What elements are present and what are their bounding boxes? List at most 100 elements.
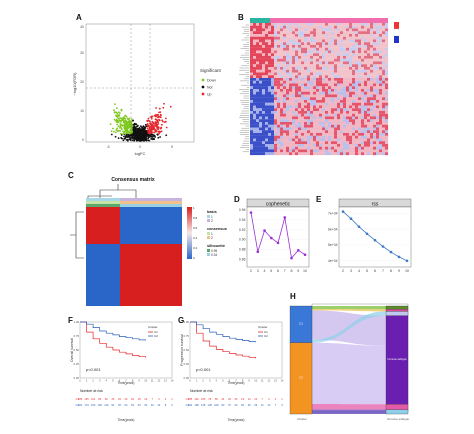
heatmap-cell [265, 78, 269, 81]
heatmap-cell [271, 83, 275, 87]
heatmap-cell [370, 36, 374, 40]
heatmap-cell [301, 58, 305, 62]
volcano-point [157, 123, 160, 125]
heatmap-cell [334, 141, 338, 145]
consensus-legend-silhouette-swatch-a [207, 249, 210, 252]
heatmap-cell [271, 39, 275, 43]
heatmap-cell [307, 58, 311, 62]
volcano-point [145, 137, 147, 140]
heatmap-cell [352, 56, 356, 59]
heatmap-cell [376, 130, 380, 134]
heatmap-cell [250, 83, 254, 87]
heatmap-cell [286, 119, 290, 123]
heatmap-cell [349, 105, 353, 109]
heatmap-cell [382, 83, 386, 87]
heatmap-cell [364, 130, 368, 134]
heatmap-cell [256, 50, 260, 54]
heatmap-cell [370, 83, 374, 87]
heatmap-cell [349, 69, 353, 73]
heatmap-cell [349, 86, 353, 90]
heatmap-cell [268, 28, 272, 32]
heatmap-cell [292, 130, 296, 134]
heatmap-cell [331, 100, 335, 103]
heatmap-cell [307, 116, 311, 120]
heatmap-cell [364, 50, 368, 54]
heatmap-cell [346, 113, 350, 117]
heatmap-cell [301, 42, 305, 46]
heatmap-cell [376, 102, 380, 106]
heatmap-cell [280, 124, 284, 128]
heatmap-cell [340, 141, 344, 145]
heatmap-cell [376, 34, 380, 37]
heatmap-cell [280, 122, 284, 125]
heatmap-cell [358, 149, 362, 153]
heatmap-cell [376, 111, 380, 114]
heatmap-cell [328, 80, 332, 84]
heatmap-cell [364, 116, 368, 120]
heatmap-cell [313, 42, 317, 46]
heatmap-cell [259, 69, 263, 73]
heatmap-cell [346, 149, 350, 153]
heatmap-cell [373, 56, 377, 59]
heatmap-cell [382, 80, 386, 84]
heatmap-cell [301, 94, 305, 98]
heatmap-cell [307, 138, 311, 142]
heatmap-cell [322, 75, 326, 79]
heatmap-cell [334, 75, 338, 79]
heatmap-cell [376, 53, 380, 57]
heatmap-cell [358, 133, 362, 136]
heatmap-cell [289, 141, 293, 145]
volcano-point [139, 128, 141, 131]
heatmap-cell [274, 91, 278, 95]
heatmap-cell [298, 23, 302, 26]
heatmap-cell [334, 61, 338, 65]
km-progression-pvalue: p<0.001 [196, 367, 211, 372]
heatmap-cell [259, 61, 263, 65]
heatmap-cell [346, 94, 350, 98]
km-progression-risk-group: C2 [186, 403, 190, 407]
heatmap-cell [271, 149, 275, 153]
heatmap-cell [289, 108, 293, 112]
heatmap-cell [307, 141, 311, 145]
heatmap-cell [256, 141, 260, 145]
heatmap-cell [298, 146, 302, 150]
heatmap-cell [340, 130, 344, 134]
heatmap-cell [334, 64, 338, 68]
volcano-point [133, 123, 136, 126]
heatmap-cell [331, 149, 335, 153]
heatmap-cell [292, 36, 296, 40]
heatmap-cell [259, 28, 263, 32]
heatmap-cell [277, 36, 281, 40]
heatmap-annotation-bar-left [250, 18, 270, 23]
heatmap-cell [313, 113, 317, 117]
volcano-point [148, 139, 151, 142]
heatmap-cell [268, 80, 272, 84]
volcano-ytick-3: 30 [80, 51, 84, 55]
volcano-point [127, 131, 130, 134]
heatmap-cell [283, 152, 287, 156]
heatmap-cell [385, 58, 389, 62]
heatmap-cell [319, 53, 323, 57]
heatmap-cell [265, 138, 269, 142]
heatmap-cell [373, 89, 377, 92]
heatmap-cell [298, 39, 302, 43]
heatmap-cell [280, 34, 284, 37]
heatmap-cell [283, 100, 287, 103]
heatmap-cell [310, 83, 314, 87]
volcano-point [144, 134, 147, 136]
heatmap-cell [322, 64, 326, 68]
heatmap-cell [313, 130, 317, 134]
heatmap-cell [298, 149, 302, 153]
heatmap-cell [262, 83, 266, 87]
heatmap-cell [259, 124, 263, 128]
heatmap-cell [280, 97, 284, 101]
heatmap-cell [379, 122, 383, 125]
heatmap-cell [370, 42, 374, 46]
heatmap-cell [349, 28, 353, 32]
heatmap-cell [382, 141, 386, 145]
heatmap-cell [295, 58, 299, 62]
heatmap-cell [286, 141, 290, 145]
heatmap-cell [340, 25, 344, 29]
heatmap-cell [289, 102, 293, 106]
heatmap-cell [358, 67, 362, 70]
